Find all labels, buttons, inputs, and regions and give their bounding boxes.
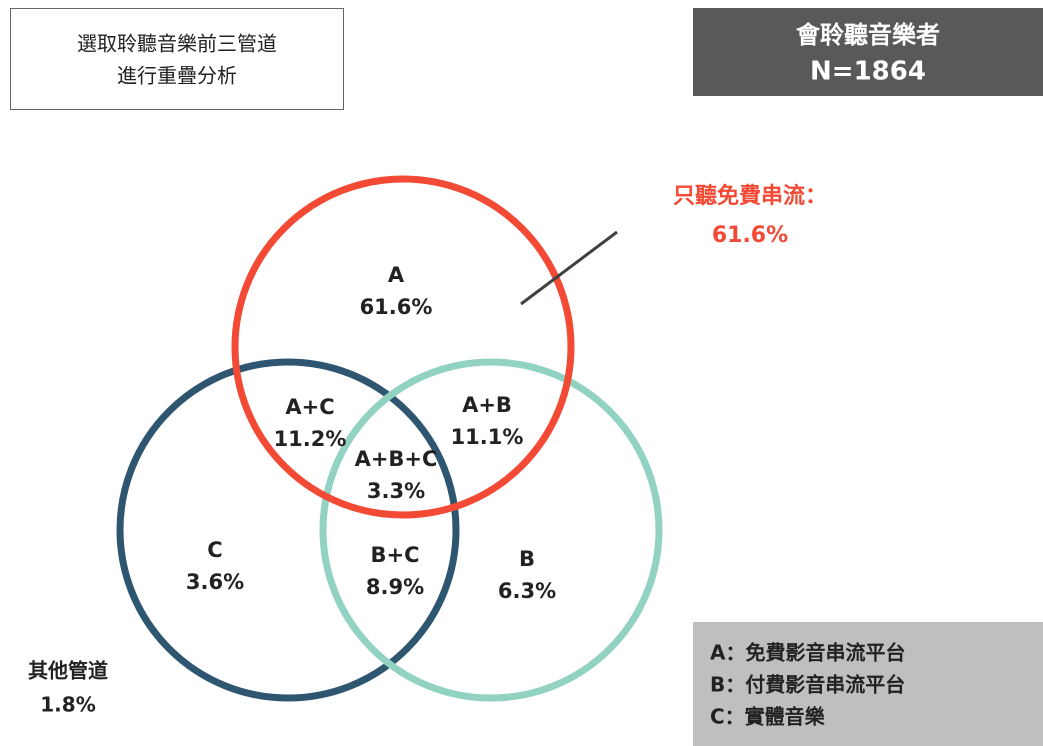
circle-c: [116, 358, 460, 702]
callout-line-text: 只聽免費串流：: [673, 183, 827, 209]
region-label: C: [207, 538, 222, 562]
legend-box: [693, 622, 1043, 746]
sample-line: N=1864: [810, 57, 926, 87]
legend-item: A：免費影音串流平台: [710, 641, 905, 665]
region-label: A+B+C: [355, 447, 438, 471]
circle-b: [319, 358, 663, 702]
header-line: 進行重疊分析: [117, 64, 237, 88]
region-value: 6.3%: [498, 579, 556, 603]
legend-item: C：實體音樂: [710, 705, 826, 729]
region-label: B+C: [370, 543, 419, 567]
region-label: A: [388, 263, 405, 287]
region-value: 3.3%: [367, 479, 425, 503]
circle-a: [231, 175, 575, 519]
region-label: B: [519, 547, 535, 571]
sample-box: [693, 8, 1043, 96]
region-value: 3.6%: [186, 570, 244, 594]
region-value: 11.1%: [451, 425, 524, 449]
other-value: 1.8%: [40, 693, 95, 717]
region-label: A+B: [462, 393, 512, 417]
header-box: [10, 8, 344, 110]
legend-item: B：付費影音串流平台: [710, 673, 905, 697]
region-value: 8.9%: [366, 575, 424, 599]
other-label: 其他管道: [28, 659, 108, 683]
region-value: 61.6%: [360, 295, 433, 319]
sample-line: 會聆聽音樂者: [796, 21, 940, 49]
region-label: A+C: [285, 395, 334, 419]
header-line: 選取聆聽音樂前三管道: [77, 32, 277, 56]
callout-line-text: 61.6%: [712, 223, 788, 248]
callout-line: [520, 230, 618, 306]
region-value: 11.2%: [274, 427, 347, 451]
regions: A 61.6% A+C 11.2% A+B 11.1% A+B+C 3.3% C 3.6% B+C 8…: [186, 263, 556, 603]
